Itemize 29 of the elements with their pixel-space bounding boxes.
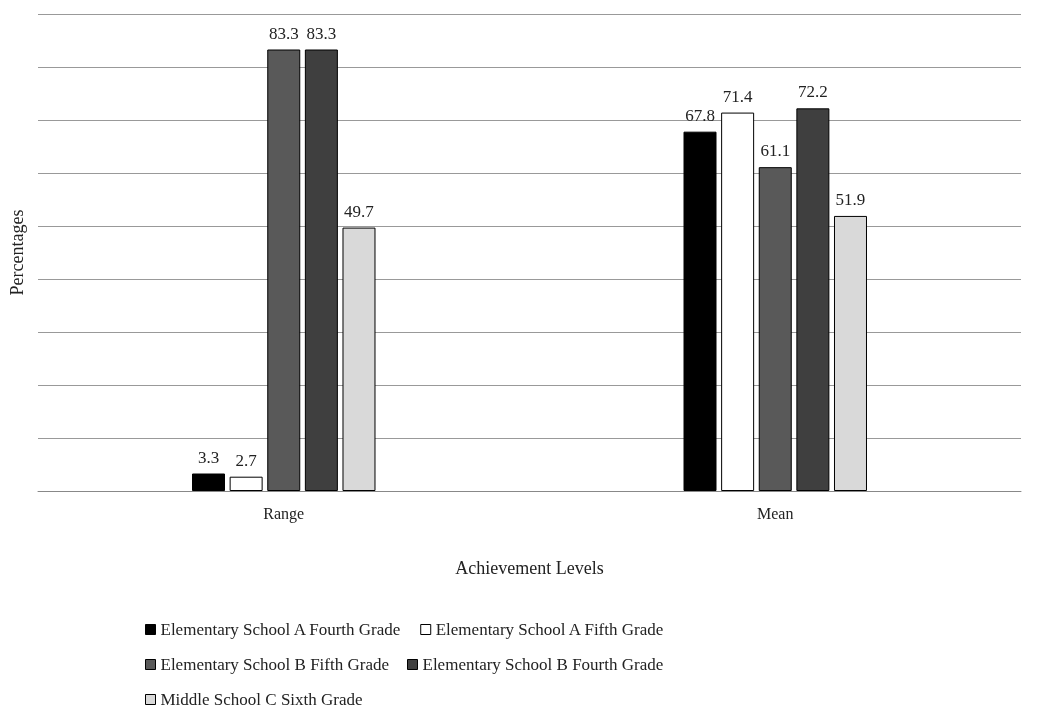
- legend-label: Elementary School A Fourth Grade: [160, 620, 401, 639]
- bar: [758, 167, 792, 491]
- data-label: 83.3: [306, 23, 337, 43]
- data-label: 51.9: [835, 189, 866, 209]
- x-axis-title: Achievement Levels: [455, 558, 604, 578]
- x-tick-label: Range: [263, 504, 305, 523]
- data-label: 49.7: [344, 201, 375, 221]
- legend-label: Elementary School B Fourth Grade: [422, 655, 664, 674]
- data-label: 83.3: [268, 23, 299, 43]
- data-label: 72.2: [797, 82, 828, 102]
- legend-label: Elementary School B Fifth Grade: [160, 655, 390, 674]
- bar: [796, 108, 830, 491]
- y-axis-title: Percentages: [7, 209, 27, 296]
- data-label: 71.4: [722, 86, 754, 106]
- data-label: 61.1: [760, 141, 791, 161]
- bar: [192, 473, 226, 491]
- data-label: 2.7: [235, 450, 258, 470]
- bar: [721, 112, 755, 491]
- data-label: 67.8: [685, 105, 715, 125]
- bar: [304, 49, 338, 491]
- bar: [683, 131, 717, 491]
- bar: [229, 476, 263, 491]
- bar: [342, 227, 376, 491]
- bar: [833, 215, 867, 491]
- data-label: 3.3: [197, 447, 220, 467]
- bar: [267, 49, 301, 491]
- x-tick-label: Mean: [757, 504, 794, 522]
- legend-label: Middle School C Sixth Grade: [160, 690, 363, 709]
- legend-label: Elementary School A Fifth Grade: [435, 620, 664, 639]
